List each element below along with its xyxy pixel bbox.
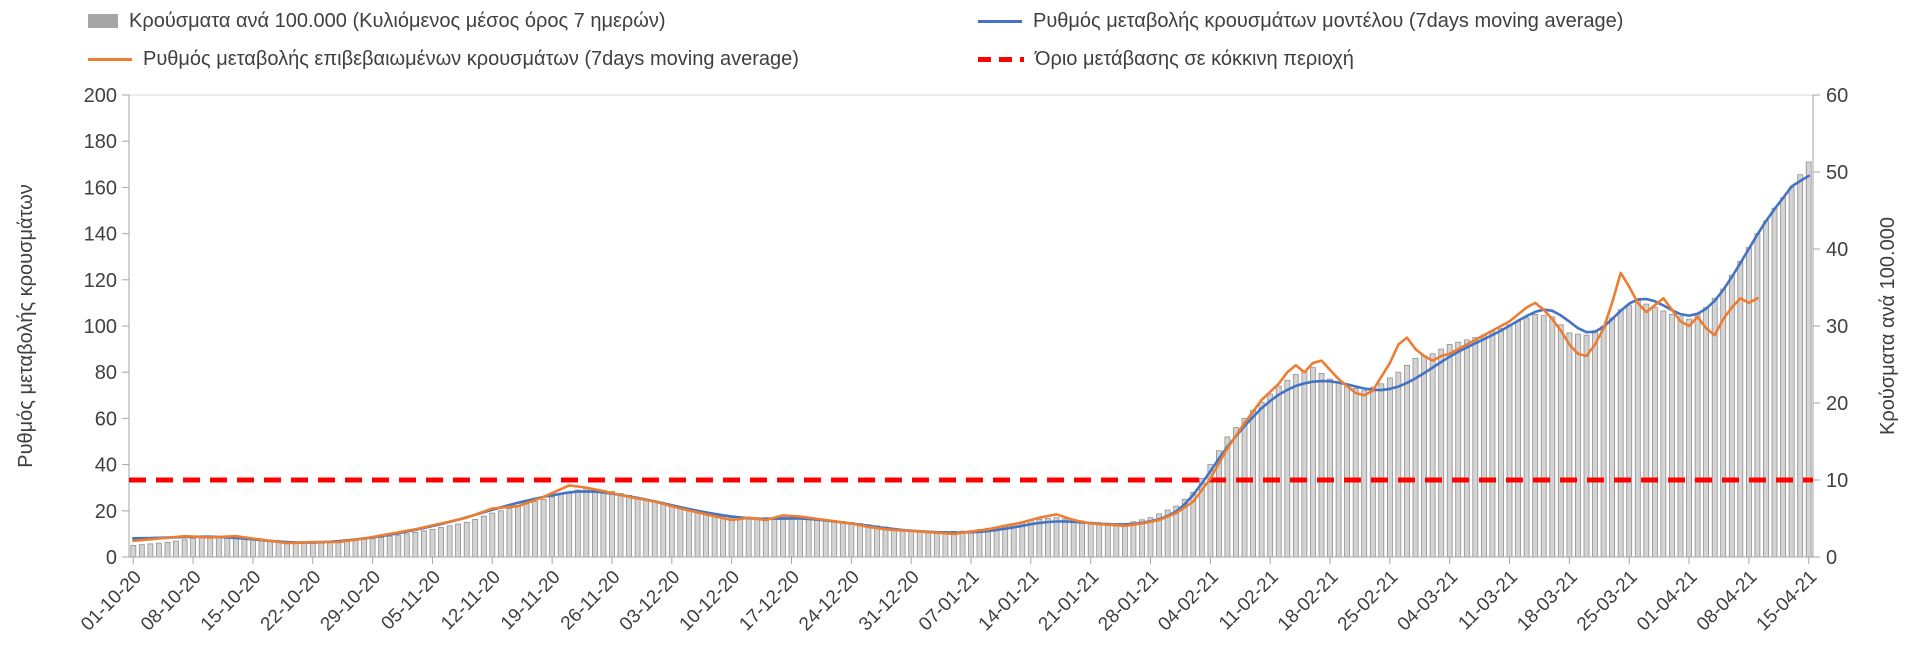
line-swatch-orange-icon [88,57,132,61]
right-axis-title: Κρούσματα ανά 100.000 [1877,217,1899,435]
svg-text:28-01-21: 28-01-21 [1094,567,1163,636]
svg-text:20: 20 [95,501,117,523]
svg-text:19-11-20: 19-11-20 [497,567,565,635]
svg-text:04-02-21: 04-02-21 [1154,567,1223,636]
svg-text:0: 0 [1826,547,1837,569]
svg-text:11-03-21: 11-03-21 [1454,567,1522,635]
legend-item-cases-per-100k: Κρούσματα ανά 100.000 (Κυλιόμενος μέσος … [88,6,666,36]
legend-label: Ρυθμός μεταβολής κρουσμάτων μοντέλου (7d… [1033,9,1624,32]
svg-text:15-10-20: 15-10-20 [197,567,266,636]
svg-text:10: 10 [1826,470,1848,492]
legend-label: Όριο μετάβασης σε κόκκινη περιοχή [1035,47,1354,70]
x-axis-labels: 01-10-2008-10-2015-10-2022-10-2029-10-20… [77,557,1821,635]
svg-text:200: 200 [84,85,117,107]
svg-text:20: 20 [1826,393,1848,415]
left-axis-labels: 0 20 40 60 80 100 120 140 160 180 200 [84,85,129,569]
svg-text:01-10-20: 01-10-20 [77,567,146,636]
bars-series [130,161,1812,558]
legend-label: Κρούσματα ανά 100.000 (Κυλιόμενος μέσος … [129,9,666,32]
right-axis-labels: 0 10 20 30 40 50 60 [1813,85,1848,569]
legend-item-model-rate: Ρυθμός μεταβολής κρουσμάτων μοντέλου (7d… [978,6,1623,36]
svg-text:29-10-20: 29-10-20 [317,567,386,636]
svg-text:21-01-21: 21-01-21 [1035,567,1104,636]
svg-text:120: 120 [84,270,117,292]
svg-text:40: 40 [1826,239,1848,261]
svg-text:100: 100 [84,316,117,338]
svg-text:24-12-20: 24-12-20 [795,567,864,636]
left-axis-title: Ρυθμός μεταβολής κρουσμάτων [15,184,37,468]
svg-text:180: 180 [84,131,117,153]
svg-text:15-04-21: 15-04-21 [1753,567,1822,636]
legend-label: Ρυθμός μεταβολής επιβεβαιωμένων κρουσμάτ… [143,47,799,70]
svg-text:18-03-21: 18-03-21 [1513,567,1582,636]
svg-text:08-10-20: 08-10-20 [137,567,206,636]
svg-text:08-04-21: 08-04-21 [1693,567,1762,636]
svg-text:18-02-21: 18-02-21 [1274,567,1343,636]
confirmed-rate-line [132,271,1759,545]
bar-swatch-icon [88,14,118,28]
dashed-swatch-red-icon [978,56,1024,62]
svg-text:12-11-20: 12-11-20 [437,567,505,635]
svg-text:25-03-21: 25-03-21 [1573,567,1642,636]
legend-item-red-zone-threshold: Όριο μετάβασης σε κόκκινη περιοχή [978,44,1354,74]
svg-text:140: 140 [84,224,117,246]
line-swatch-blue-icon [978,19,1022,23]
svg-text:60: 60 [95,408,117,430]
svg-text:25-02-21: 25-02-21 [1334,567,1403,636]
svg-text:17-12-20: 17-12-20 [735,567,804,636]
svg-text:10-12-20: 10-12-20 [676,567,745,636]
svg-text:0: 0 [106,547,117,569]
svg-text:04-03-21: 04-03-21 [1394,567,1463,636]
svg-text:160: 160 [84,177,117,199]
svg-text:07-01-21: 07-01-21 [915,567,984,636]
svg-text:14-01-21: 14-01-21 [975,567,1044,636]
legend-item-confirmed-rate: Ρυθμός μεταβολής επιβεβαιωμένων κρουσμάτ… [88,44,799,74]
svg-text:50: 50 [1826,162,1848,184]
svg-text:40: 40 [95,455,117,477]
svg-text:80: 80 [95,362,117,384]
svg-text:11-02-21: 11-02-21 [1215,567,1283,635]
svg-text:01-04-21: 01-04-21 [1633,567,1702,636]
svg-text:03-12-20: 03-12-20 [616,567,685,636]
svg-text:31-12-20: 31-12-20 [855,567,924,636]
svg-text:30: 30 [1826,316,1848,338]
svg-text:26-11-20: 26-11-20 [557,567,625,635]
svg-text:60: 60 [1826,85,1848,107]
model-rate-line [132,174,1810,544]
svg-text:05-11-20: 05-11-20 [377,567,445,635]
svg-text:22-10-20: 22-10-20 [257,567,326,636]
